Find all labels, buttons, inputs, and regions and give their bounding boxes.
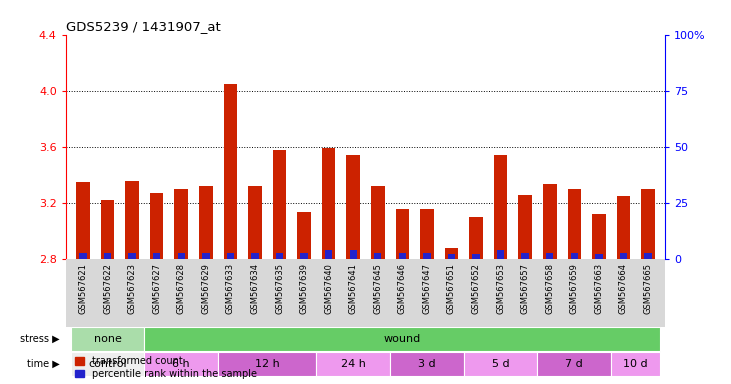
Bar: [251, 253, 259, 260]
Bar: [249, 186, 262, 260]
Bar: [641, 189, 655, 260]
Text: GSM567647: GSM567647: [423, 263, 431, 314]
Bar: [620, 253, 627, 260]
Text: 6 h: 6 h: [173, 359, 190, 369]
Bar: [571, 253, 578, 260]
Bar: [145, 352, 218, 376]
Text: 12 h: 12 h: [255, 359, 280, 369]
Bar: [76, 182, 90, 260]
Bar: [537, 352, 611, 376]
Text: time ▶: time ▶: [27, 359, 60, 369]
Bar: [518, 195, 532, 260]
Bar: [178, 253, 185, 260]
Legend: transformed count, percentile rank within the sample: transformed count, percentile rank withi…: [71, 352, 261, 383]
Bar: [567, 189, 581, 260]
Bar: [300, 253, 308, 260]
Bar: [644, 253, 652, 260]
Bar: [346, 156, 360, 260]
Bar: [592, 214, 606, 260]
Text: GSM567658: GSM567658: [545, 263, 554, 314]
Bar: [444, 248, 458, 260]
Bar: [153, 253, 160, 260]
Bar: [395, 209, 409, 260]
Bar: [145, 327, 660, 351]
Bar: [125, 181, 139, 260]
Text: GSM567664: GSM567664: [619, 263, 628, 314]
Text: GSM567622: GSM567622: [103, 263, 112, 314]
Text: none: none: [94, 334, 121, 344]
Text: GSM567659: GSM567659: [569, 263, 579, 314]
Bar: [448, 254, 455, 260]
Bar: [420, 209, 433, 260]
Bar: [543, 184, 556, 260]
Text: GSM567640: GSM567640: [324, 263, 333, 314]
Text: GSM567646: GSM567646: [398, 263, 407, 314]
Text: GSM567653: GSM567653: [496, 263, 505, 314]
Text: GSM567657: GSM567657: [520, 263, 530, 314]
Bar: [497, 250, 504, 260]
Bar: [218, 352, 317, 376]
Bar: [521, 253, 529, 260]
Text: GSM567634: GSM567634: [251, 263, 260, 314]
Bar: [224, 84, 237, 260]
Bar: [617, 196, 630, 260]
Text: GSM567641: GSM567641: [349, 263, 357, 314]
Bar: [371, 186, 385, 260]
Text: GSM567652: GSM567652: [471, 263, 480, 314]
Bar: [129, 253, 136, 260]
Bar: [150, 194, 164, 260]
Text: 24 h: 24 h: [341, 359, 366, 369]
Bar: [398, 253, 406, 260]
Bar: [202, 253, 210, 260]
Bar: [227, 253, 234, 260]
Bar: [71, 327, 145, 351]
Bar: [79, 253, 87, 260]
Bar: [101, 200, 114, 260]
Bar: [298, 212, 311, 260]
Bar: [273, 150, 287, 260]
Text: GSM567663: GSM567663: [594, 263, 603, 314]
Bar: [469, 217, 482, 260]
Text: GSM567628: GSM567628: [177, 263, 186, 314]
Text: GSM567621: GSM567621: [78, 263, 88, 314]
Text: GSM567623: GSM567623: [128, 263, 137, 314]
Bar: [199, 186, 213, 260]
Bar: [374, 253, 382, 260]
Text: GSM567651: GSM567651: [447, 263, 456, 314]
Text: wound: wound: [384, 334, 421, 344]
Bar: [546, 253, 553, 260]
Bar: [175, 189, 188, 260]
Text: 5 d: 5 d: [492, 359, 510, 369]
Bar: [71, 352, 145, 376]
Text: GSM567665: GSM567665: [643, 263, 653, 314]
Bar: [322, 148, 336, 260]
Text: control: control: [88, 359, 127, 369]
Bar: [463, 352, 537, 376]
Text: GSM567639: GSM567639: [300, 263, 308, 314]
Bar: [611, 352, 660, 376]
Text: GSM567645: GSM567645: [374, 263, 382, 314]
Bar: [423, 253, 431, 260]
Text: GSM567627: GSM567627: [152, 263, 162, 314]
Bar: [276, 253, 283, 260]
Bar: [472, 254, 480, 260]
Bar: [317, 352, 390, 376]
Bar: [494, 156, 507, 260]
Text: stress ▶: stress ▶: [20, 334, 60, 344]
Bar: [325, 250, 333, 260]
Bar: [390, 352, 463, 376]
Text: GDS5239 / 1431907_at: GDS5239 / 1431907_at: [66, 20, 221, 33]
Text: 3 d: 3 d: [418, 359, 436, 369]
Text: 7 d: 7 d: [566, 359, 583, 369]
Text: 10 d: 10 d: [624, 359, 648, 369]
Text: GSM567635: GSM567635: [275, 263, 284, 314]
Text: GSM567629: GSM567629: [201, 263, 211, 314]
Bar: [595, 254, 602, 260]
Bar: [104, 253, 111, 260]
Bar: [349, 250, 357, 260]
Text: GSM567633: GSM567633: [226, 263, 235, 314]
